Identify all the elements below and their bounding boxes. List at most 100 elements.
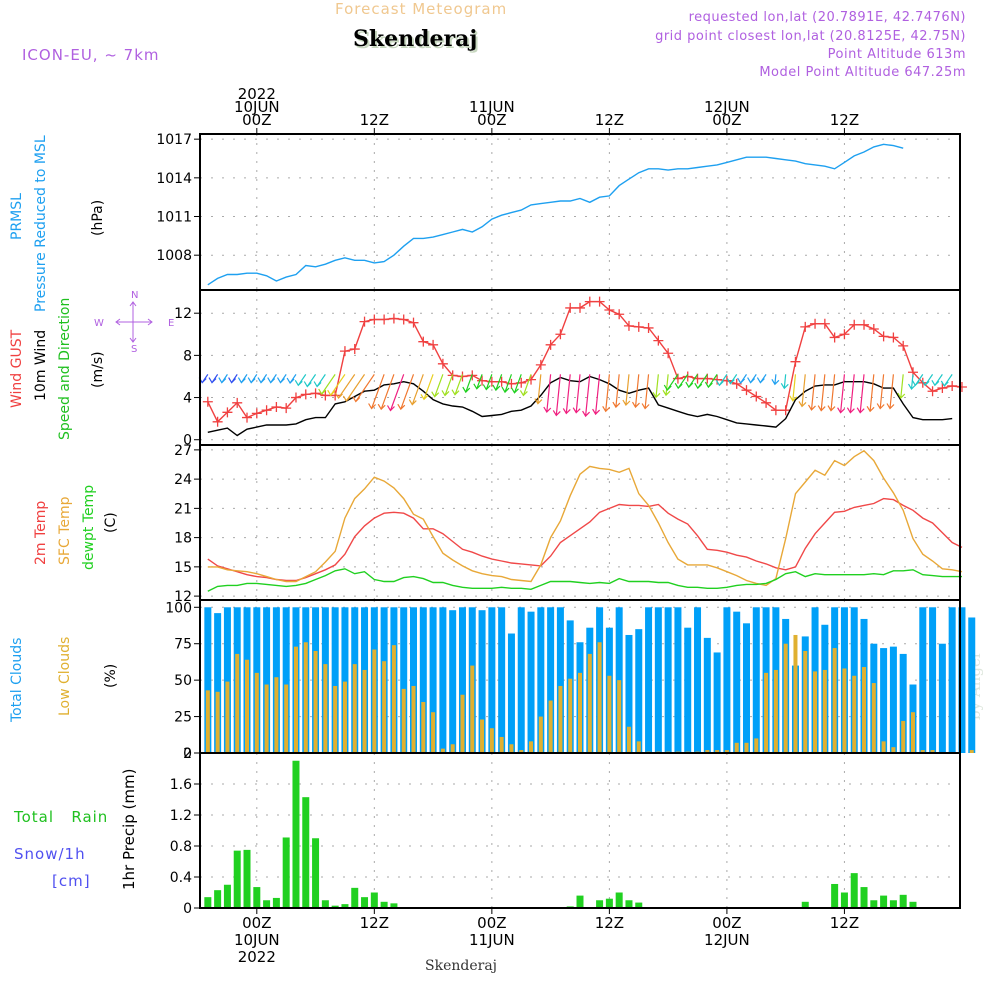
compass-rose: N S W E <box>90 290 174 360</box>
gridpoint-coords: grid point closest lon,lat (20.8125E, 42… <box>655 29 966 44</box>
wind-arrow <box>334 374 356 399</box>
y-tick-label: 0 <box>183 433 192 449</box>
low-cloud-bar <box>558 685 563 753</box>
gust-marker <box>437 358 448 369</box>
wind-arrow <box>856 374 865 414</box>
gust-marker <box>761 397 772 408</box>
rain-bar <box>253 887 261 908</box>
gust-marker <box>379 314 390 325</box>
wind-arrow <box>737 374 747 384</box>
gust-marker <box>310 388 321 399</box>
wind-arrow <box>492 374 503 392</box>
rain-bar <box>899 894 907 908</box>
total-cloud-bar <box>742 623 750 753</box>
rain-bar <box>204 897 212 908</box>
wind-arrow <box>228 374 238 384</box>
gust-marker <box>956 382 967 393</box>
wind-arrow <box>771 374 780 386</box>
low-cloud-bar <box>920 750 925 753</box>
total-cloud-bar <box>400 607 408 753</box>
gust-marker <box>751 391 762 402</box>
gust-marker <box>829 332 840 343</box>
gust-marker <box>839 329 850 340</box>
rain-bar <box>233 850 241 908</box>
total-cloud-bar <box>223 607 231 753</box>
precip-snow-unit: [cm] <box>52 872 91 890</box>
low-cloud-bar <box>852 675 857 753</box>
gust-marker <box>271 402 282 413</box>
wind-arrow <box>907 374 916 390</box>
gust-marker <box>682 371 693 382</box>
top-time-label: 00Z <box>477 111 506 129</box>
wind-arrow <box>756 374 767 384</box>
top-time-label: 12Z <box>595 111 624 129</box>
gust-marker <box>339 346 350 357</box>
low-cloud-bar <box>724 750 729 753</box>
y-tick-label: 0 <box>183 746 192 762</box>
panel-2: 12 15 18 21 24 27 <box>174 443 963 605</box>
y-tick-label: 0.8 <box>170 839 192 855</box>
wind-arrow <box>715 374 728 387</box>
low-cloud-bar <box>891 747 896 753</box>
rain-bar <box>321 900 329 908</box>
low-cloud-bar <box>313 651 318 753</box>
top-time-label: 2022 <box>238 85 276 103</box>
wind-arrow <box>267 374 277 384</box>
total-cloud-bar <box>938 643 946 753</box>
low-cloud-bar <box>274 677 279 753</box>
low-cloud-bar <box>235 653 240 753</box>
wind-arrow <box>622 374 631 406</box>
rain-bar <box>870 900 878 908</box>
total-cloud-bar <box>723 607 731 753</box>
gust-marker <box>731 378 742 389</box>
total-cloud-bar <box>615 607 623 753</box>
y-tick-label: 100 <box>165 600 192 616</box>
gust-marker <box>398 314 409 325</box>
series-line-wind-gust <box>207 300 963 423</box>
wind-arrow <box>431 374 444 398</box>
compass-e: E <box>168 318 175 329</box>
bottom-time-label: 12Z <box>830 914 859 932</box>
gust-marker <box>741 385 752 396</box>
rain-bar <box>302 797 310 908</box>
rain-bar <box>860 887 868 908</box>
panel-frame <box>199 752 961 909</box>
top-time-label: 12Z <box>830 111 859 129</box>
total-cloud-bar <box>547 607 555 753</box>
bottom-time-label: 11JUN <box>469 931 515 949</box>
gust-marker <box>643 322 654 333</box>
gust-marker <box>565 302 576 313</box>
gust-marker <box>868 324 879 335</box>
panel-frame <box>199 444 961 601</box>
wind-arrow <box>318 374 336 395</box>
total-cloud-bar <box>713 652 721 753</box>
wind-arrow <box>663 374 679 391</box>
low-cloud-bar <box>264 684 269 753</box>
series-line-10m-wind <box>207 375 953 437</box>
rain-bar <box>889 900 897 908</box>
wind-arrow <box>208 374 219 384</box>
y-tick-label: 75 <box>174 637 192 653</box>
wind-arrow <box>482 374 493 391</box>
low-cloud-bar <box>705 750 710 753</box>
low-cloud-bar <box>910 712 915 753</box>
total-cloud-bar <box>635 629 643 753</box>
wind-arrow <box>807 374 816 411</box>
low-cloud-bar <box>254 672 259 753</box>
point-altitude: Point Altitude 613m <box>827 47 966 62</box>
low-cloud-bar <box>215 691 220 753</box>
gust-marker <box>388 313 399 324</box>
total-cloud-bar <box>556 607 564 753</box>
total-cloud-bar <box>282 607 290 753</box>
wind-arrow <box>940 374 953 387</box>
low-cloud-bar <box>509 744 514 753</box>
rain-bar <box>831 883 839 908</box>
low-cloud-bar <box>245 659 250 753</box>
wind-arrow <box>866 374 875 413</box>
wind-arrow <box>543 374 552 413</box>
total-cloud-bar <box>733 611 741 753</box>
total-cloud-bar <box>674 607 682 753</box>
y-tick-label: 1008 <box>156 248 192 264</box>
bottom-time-label: 12Z <box>360 914 389 932</box>
